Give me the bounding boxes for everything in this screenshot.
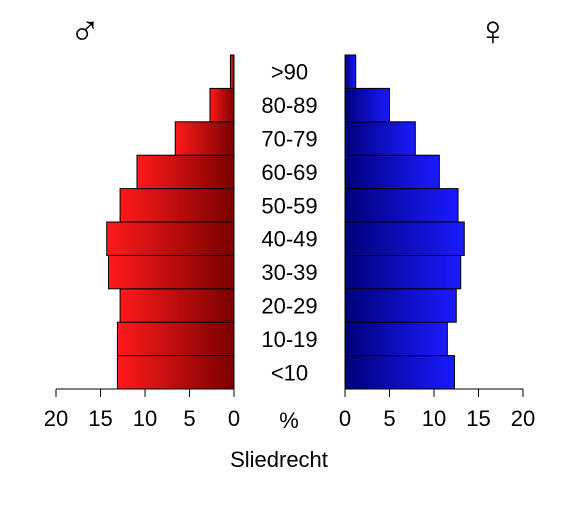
female-bar-<10	[344, 355, 455, 390]
female-bar-30-39	[344, 254, 462, 290]
axis-tick-label: 20	[44, 406, 68, 431]
male-bar-40-49	[106, 221, 235, 256]
male-bar-<10	[116, 355, 235, 390]
male-bar->90	[229, 54, 235, 89]
male-series-symbol: ♂	[69, 7, 101, 54]
axis-tick-label: 10	[422, 406, 446, 431]
axis-tick-label: 15	[88, 406, 112, 431]
male-bars	[106, 54, 235, 390]
axis-tick-label: 10	[133, 406, 157, 431]
age-label: <10	[271, 360, 308, 385]
female-series-symbol: ♀	[477, 7, 509, 54]
age-label: 30-39	[261, 260, 317, 285]
axis-tick-label: 0	[339, 406, 351, 431]
axis-tick-label: 15	[466, 406, 490, 431]
female-bar-10-19	[344, 321, 448, 357]
axis-tick-label: 20	[511, 406, 535, 431]
age-label: >90	[271, 60, 308, 85]
unit-label: %	[279, 408, 299, 433]
male-bar-10-19	[116, 321, 235, 357]
male-bar-30-39	[108, 254, 235, 290]
age-label: 70-79	[261, 127, 317, 152]
chart-title: Sliedrecht	[230, 447, 328, 472]
axis-tick-label: 5	[383, 406, 395, 431]
female-bars	[344, 54, 465, 390]
male-bar-20-29	[119, 288, 235, 323]
age-label: 60-69	[261, 160, 317, 185]
female-bar-70-79	[344, 121, 416, 156]
age-label: 10-19	[261, 327, 317, 352]
male-bar-50-59	[119, 188, 235, 223]
male-x-axis: 20 15 10 5 0	[44, 388, 240, 431]
male-bar-70-79	[174, 121, 235, 156]
female-bar-60-69	[344, 154, 440, 190]
axis-tick-label: 5	[183, 406, 195, 431]
female-x-axis: 0 5 10 15 20	[339, 388, 535, 431]
male-bar-60-69	[136, 154, 235, 190]
female-bar-50-59	[344, 188, 459, 223]
female-bar-20-29	[344, 288, 457, 323]
age-label: 50-59	[261, 193, 317, 218]
female-bar-80-89	[344, 87, 390, 123]
axis-tick-label: 0	[228, 406, 240, 431]
age-group-labels: <10 10-19 20-29 30-39 40-49 50-59 60-69 70-79 80…	[261, 60, 317, 386]
age-label: 80-89	[261, 93, 317, 118]
female-bar-40-49	[344, 221, 465, 256]
age-label: 40-49	[261, 227, 317, 252]
male-bar-80-89	[209, 87, 235, 123]
age-label: 20-29	[261, 294, 317, 319]
female-bar->90	[344, 54, 357, 89]
